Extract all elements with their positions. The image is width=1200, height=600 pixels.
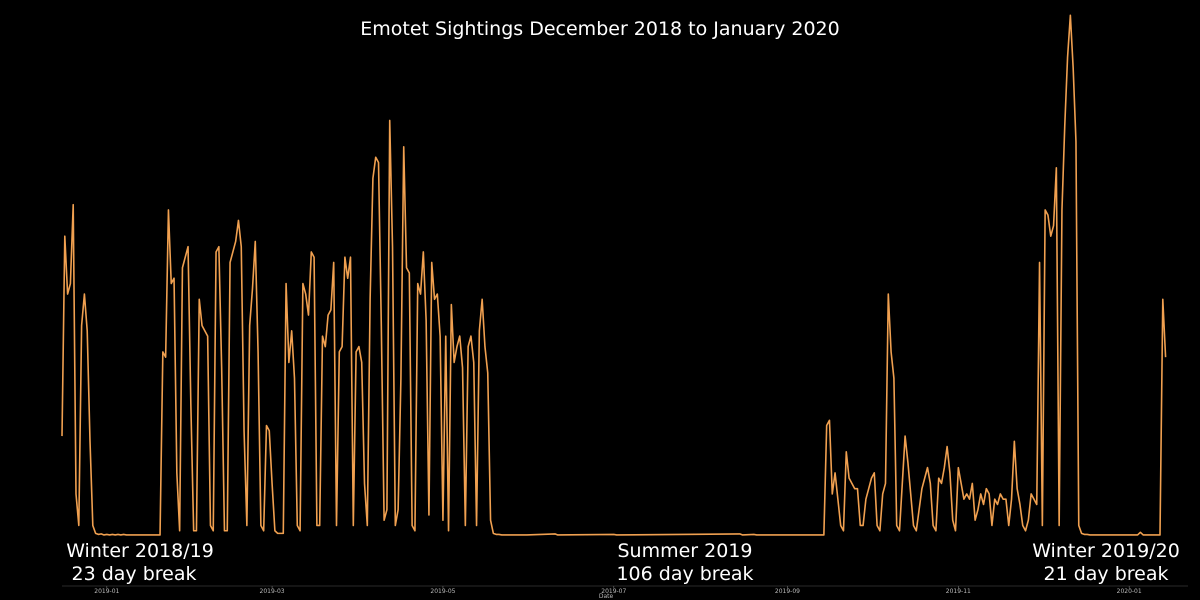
annotation-winter-2018-title: Winter 2018/19 [66,540,214,562]
series-line-0 [61,14,1167,536]
annotation-summer-2019-break: 106 day break [616,563,753,585]
chart-title: Emotet Sightings December 2018 to Januar… [360,18,839,40]
x-tick-label: 2019-07 [601,588,626,595]
x-axis-label: Date [599,593,614,600]
annotation-winter-2018-break: 23 day break [72,563,197,585]
x-tick-label: 2020-01 [1117,588,1142,595]
x-tick-label: 2019-11 [946,588,971,595]
x-tick-label: 2019-05 [430,588,455,595]
x-tick-label: 2019-03 [260,588,285,595]
series-layer [61,14,1167,536]
x-tick-layer: 2019-01 2019-03 2019-05 2019-07 2019-09 2019-… [94,586,1142,595]
annotation-winter-2019-title: Winter 2019/20 [1032,540,1180,562]
x-tick-label: 2019-09 [775,588,800,595]
annotation-summer-2019-title: Summer 2019 [617,540,752,562]
x-tick-label: 2019-01 [94,588,119,595]
annotation-winter-2019-break: 21 day break [1044,563,1169,585]
